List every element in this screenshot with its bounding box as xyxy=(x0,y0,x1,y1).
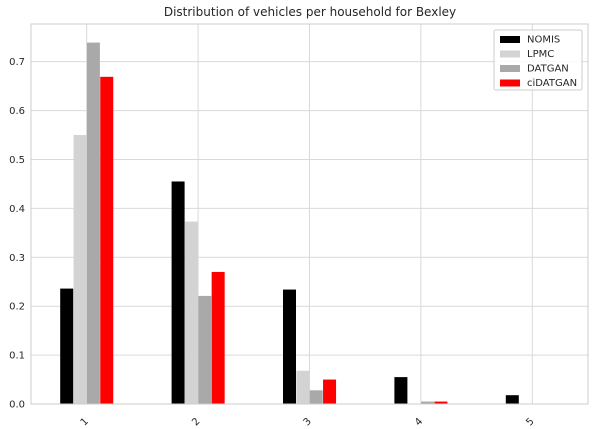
y-tick-label: 0.0 xyxy=(9,400,25,411)
bar-datgan-1 xyxy=(86,42,100,405)
y-tick-label: 0.6 xyxy=(9,106,25,117)
legend-swatch-lpmc xyxy=(500,50,520,58)
x-tick-label: 4 xyxy=(413,416,425,428)
bar-cidatgan-3 xyxy=(323,379,337,404)
y-tick-label: 0.1 xyxy=(9,351,25,362)
legend-label-lpmc: LPMC xyxy=(527,49,554,60)
bar-lpmc-2 xyxy=(184,221,198,404)
y-tick-label: 0.5 xyxy=(9,155,25,166)
grid-layer xyxy=(31,24,588,405)
bar-datgan-2 xyxy=(198,295,212,404)
legend-swatch-datgan xyxy=(500,65,520,72)
y-tick-label: 0.2 xyxy=(9,302,25,313)
legend-label-datgan: DATGAN xyxy=(527,64,569,75)
x-tick-label: 2 xyxy=(190,416,202,428)
chart-title: Distribution of vehicles per household f… xyxy=(164,5,456,19)
legend-swatch-cidatgan xyxy=(500,79,520,87)
legend-box xyxy=(493,29,583,91)
bar-nomis-4 xyxy=(394,377,408,404)
bar-cidatgan-1 xyxy=(100,76,114,404)
bar-nomis-1 xyxy=(60,288,74,404)
legend-label-cidatgan: ciDATGAN xyxy=(527,78,577,89)
bar-lpmc-1 xyxy=(73,135,87,404)
bar-lpmc-3 xyxy=(296,370,310,404)
bars-layer xyxy=(60,42,519,405)
y-axis: 0.0 0.1 0.2 0.3 0.4 0.5 0.6 0.7 xyxy=(9,57,25,410)
x-axis: 1 2 3 4 5 xyxy=(79,416,537,428)
plot-frame xyxy=(30,23,589,405)
x-tick-label: 3 xyxy=(302,416,314,428)
bar-nomis-2 xyxy=(171,181,185,404)
bar-datgan-3 xyxy=(309,390,323,404)
legend-label-nomis: NOMIS xyxy=(527,35,560,46)
x-tick-label: 1 xyxy=(79,416,91,428)
legend-swatch-nomis xyxy=(500,36,520,43)
x-tick-label: 5 xyxy=(524,416,536,428)
y-tick-label: 0.7 xyxy=(9,57,25,68)
y-tick-label: 0.4 xyxy=(9,204,25,215)
bar-nomis-3 xyxy=(283,289,296,404)
bar-nomis-5 xyxy=(505,395,519,404)
bar-cidatgan-4 xyxy=(434,401,448,404)
bar-datgan-4 xyxy=(421,401,435,404)
legend: NOMIS LPMC DATGAN ciDATGAN xyxy=(493,29,583,91)
bar-cidatgan-2 xyxy=(211,271,225,404)
y-tick-label: 0.3 xyxy=(9,253,25,264)
